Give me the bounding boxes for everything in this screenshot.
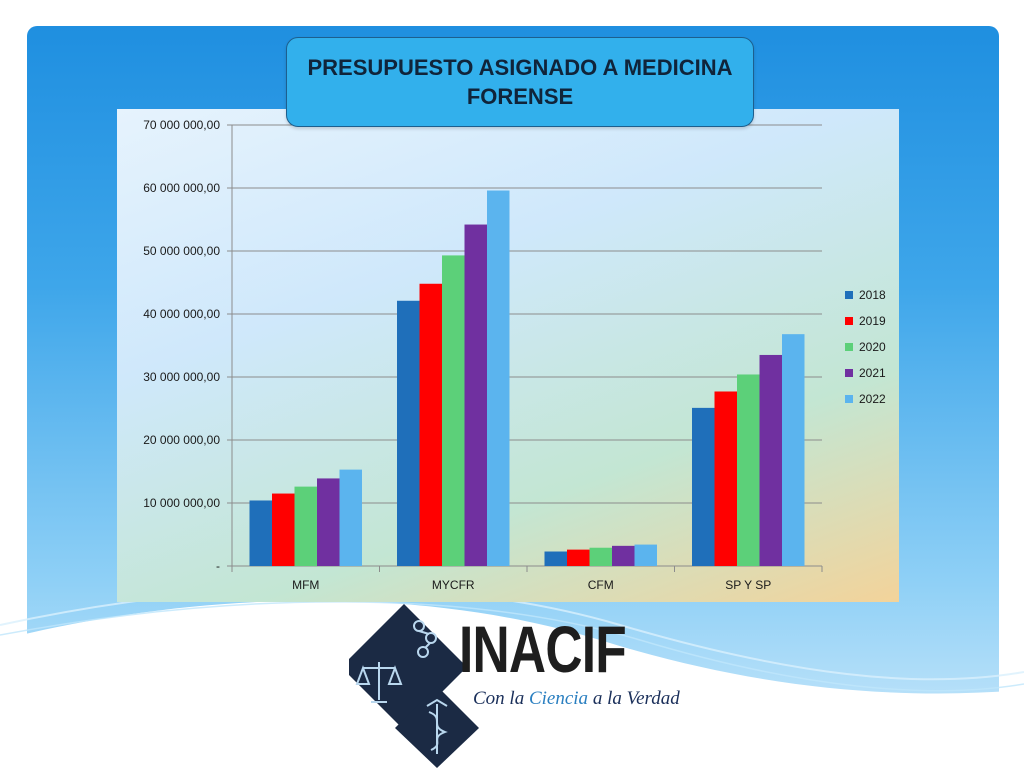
y-tick-label-7: 70 000 000,00 xyxy=(143,118,220,132)
bar-chart: - 10 000 000,00 20 000 000,00 30 000 000,00… xyxy=(143,118,886,592)
legend-swatch-2021 xyxy=(845,369,853,377)
bar-mycfr-2022 xyxy=(487,190,510,566)
inacif-logo: INACIF Con la Ciencia a la Verdad xyxy=(349,604,680,768)
legend-label-2020: 2020 xyxy=(859,340,886,354)
bar-mycfr-2019 xyxy=(419,283,442,566)
y-tick-label-1: 10 000 000,00 xyxy=(143,496,220,510)
bar-sp-y-sp-2018 xyxy=(692,407,715,566)
bar-cfm-2022 xyxy=(634,544,657,566)
bar-cfm-2021 xyxy=(612,545,635,566)
x-tick-label-2: CFM xyxy=(588,578,614,592)
slide-title: PRESUPUESTO ASIGNADO A MEDICINA FORENSE xyxy=(307,55,733,109)
bar-mfm-2020 xyxy=(294,486,317,566)
bar-mycfr-2018 xyxy=(397,300,420,566)
y-tick-label-3: 30 000 000,00 xyxy=(143,370,220,384)
bar-sp-y-sp-2020 xyxy=(737,374,760,566)
y-tick-label-5: 50 000 000,00 xyxy=(143,244,220,258)
legend-swatch-2018 xyxy=(845,291,853,299)
legend-swatch-2019 xyxy=(845,317,853,325)
logo-tagline-part3: a la Verdad xyxy=(588,688,680,709)
y-tick-label-6: 60 000 000,00 xyxy=(143,181,220,195)
y-tick-label-4: 40 000 000,00 xyxy=(143,307,220,321)
bar-cfm-2020 xyxy=(589,547,612,566)
x-tick-label-0: MFM xyxy=(292,578,319,592)
title-box: PRESUPUESTO ASIGNADO A MEDICINA FORENSE xyxy=(286,37,754,127)
x-tick-label-1: MYCFR xyxy=(432,578,475,592)
bar-mycfr-2021 xyxy=(464,224,487,566)
logo-tagline: Con la Ciencia a la Verdad xyxy=(473,688,680,710)
bar-sp-y-sp-2021 xyxy=(759,354,782,566)
legend-label-2022: 2022 xyxy=(859,392,886,406)
logo-wordmark: INACIF xyxy=(459,612,627,686)
logo-tagline-part2: Ciencia xyxy=(528,688,589,709)
y-tick-label-0: - xyxy=(216,559,220,573)
bar-mfm-2018 xyxy=(249,500,272,566)
bar-cfm-2019 xyxy=(567,549,590,566)
chart-panel: - 10 000 000,00 20 000 000,00 30 000 000,00… xyxy=(117,109,899,602)
bar-sp-y-sp-2019 xyxy=(714,391,737,566)
bar-cfm-2018 xyxy=(544,551,567,566)
legend-label-2018: 2018 xyxy=(859,288,886,302)
bar-mfm-2019 xyxy=(272,493,295,566)
legend-swatch-2020 xyxy=(845,343,853,351)
legend-swatch-2022 xyxy=(845,395,853,403)
x-tick-label-3: SP Y SP xyxy=(725,578,771,592)
bar-mycfr-2020 xyxy=(442,255,465,566)
y-tick-label-2: 20 000 000,00 xyxy=(143,433,220,447)
bar-mfm-2022 xyxy=(339,469,362,566)
bar-sp-y-sp-2022 xyxy=(782,334,805,566)
legend-label-2019: 2019 xyxy=(859,314,886,328)
bar-mfm-2021 xyxy=(317,478,340,566)
logo-tagline-part1: Con la xyxy=(473,688,529,709)
legend-label-2021: 2021 xyxy=(859,366,886,380)
logo-emblem-icon xyxy=(349,604,479,768)
